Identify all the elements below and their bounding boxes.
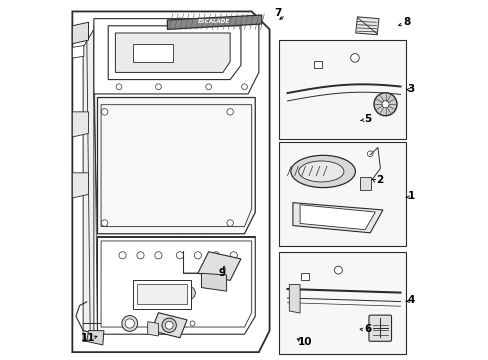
Text: 6: 6 [364,324,371,334]
Bar [301,273,309,280]
Polygon shape [97,98,255,234]
Circle shape [215,262,223,270]
Circle shape [350,54,359,62]
Circle shape [226,109,233,115]
Polygon shape [300,205,375,230]
Polygon shape [72,173,88,198]
Polygon shape [147,321,158,336]
Polygon shape [292,203,382,233]
Polygon shape [72,12,269,352]
Polygon shape [108,26,241,80]
Circle shape [197,48,205,57]
Circle shape [366,151,372,157]
Text: ESCALADE: ESCALADE [198,19,230,24]
Circle shape [241,84,247,90]
Circle shape [158,48,166,57]
Circle shape [162,318,176,332]
Text: 5: 5 [364,114,371,124]
Polygon shape [83,30,94,341]
Polygon shape [289,284,300,313]
Circle shape [212,252,219,259]
Polygon shape [355,17,378,35]
Text: 7: 7 [274,8,281,18]
Polygon shape [86,330,104,345]
Polygon shape [167,15,261,30]
Polygon shape [115,33,230,72]
Text: 9: 9 [218,268,225,278]
Circle shape [381,101,388,108]
Circle shape [101,109,108,115]
Circle shape [226,220,233,226]
Polygon shape [97,237,255,334]
Text: 4: 4 [407,295,414,305]
Polygon shape [101,241,251,327]
Circle shape [218,48,227,57]
Circle shape [177,18,182,23]
Circle shape [212,260,225,273]
Text: 11: 11 [81,333,96,343]
FancyBboxPatch shape [368,315,391,341]
Text: 1: 1 [407,191,414,201]
Circle shape [334,266,342,274]
Bar [359,176,370,190]
Polygon shape [198,252,241,280]
Bar [314,60,322,68]
Polygon shape [133,44,172,62]
Circle shape [182,287,195,300]
Ellipse shape [290,155,355,188]
Polygon shape [72,112,88,137]
Circle shape [155,84,161,90]
Bar [278,252,405,354]
Circle shape [155,252,162,259]
Polygon shape [137,284,187,304]
Circle shape [165,321,173,329]
Circle shape [125,319,134,328]
Circle shape [205,84,211,90]
Text: 8: 8 [403,17,410,27]
Circle shape [194,252,201,259]
Ellipse shape [298,161,343,182]
Circle shape [137,252,144,259]
Polygon shape [151,313,187,338]
Polygon shape [72,45,83,58]
Polygon shape [201,273,226,291]
Circle shape [230,252,237,259]
Circle shape [122,316,137,331]
Text: 10: 10 [297,337,311,347]
Circle shape [116,84,122,90]
Circle shape [176,252,183,259]
Polygon shape [94,19,258,94]
Circle shape [101,220,108,226]
Text: 2: 2 [376,175,383,185]
Polygon shape [72,22,88,44]
Bar [278,40,405,139]
Polygon shape [101,105,251,226]
Polygon shape [172,280,204,306]
Bar [278,142,405,246]
Circle shape [190,321,195,326]
Circle shape [119,252,126,259]
Polygon shape [133,280,190,309]
Circle shape [373,93,396,116]
Text: 3: 3 [407,84,414,94]
